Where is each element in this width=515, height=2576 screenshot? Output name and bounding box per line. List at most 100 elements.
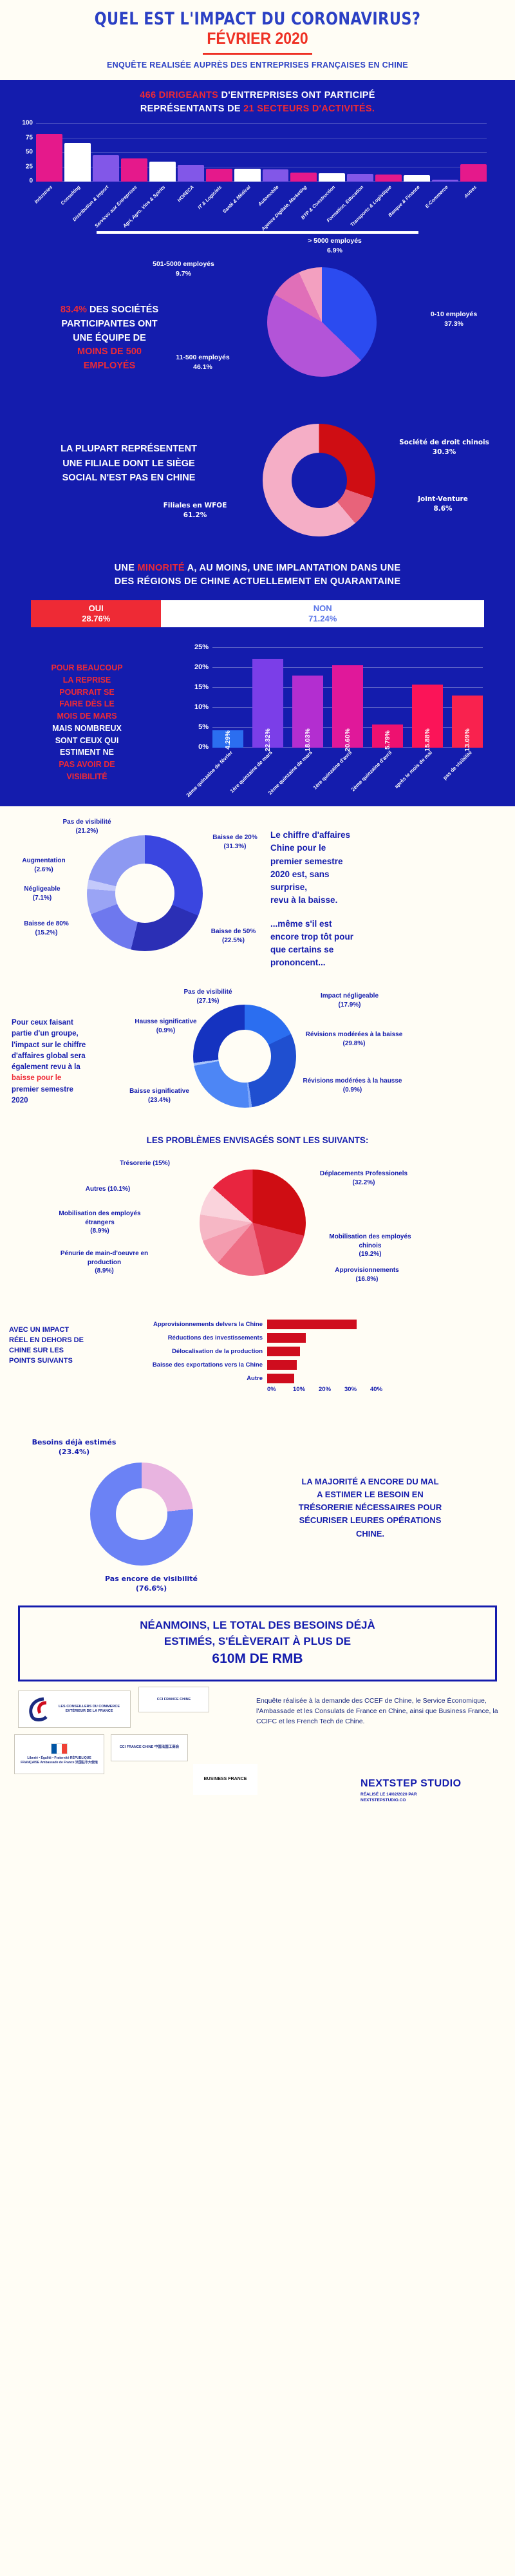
bar	[347, 174, 374, 182]
axis-tick-label: 30%	[344, 1386, 357, 1394]
reprise-bar-section: POUR BEAUCOUP LA REPRISE POURRAIT SE FAI…	[0, 636, 515, 799]
ca-label-baisse-20: Baisse de 20% (31.3%)	[212, 834, 258, 850]
besoins-label-pas-visibilite: Pas encore de visibilité (76.6%)	[105, 1575, 198, 1593]
bar	[292, 676, 323, 748]
problems-pie-section: Trésorerie (15%) Déplacements Profession…	[0, 1145, 515, 1306]
bar	[149, 161, 176, 182]
axis-tick-label: 0	[29, 177, 33, 185]
structure-label-chinois: Société de droit chinois 30.3%	[399, 439, 489, 456]
bar-track	[267, 1318, 386, 1331]
ca-label-pas-visibilite: Pas de visibilité (21.2%)	[62, 819, 111, 835]
participation-line1-rest: D'ENTREPRISES ONT PARTICIPÉ	[218, 90, 375, 100]
structure-donut-chart	[263, 424, 375, 537]
axis-tick-label: 5%	[198, 723, 209, 732]
pie-label-over-5000: > 5000 employés 6.9%	[308, 237, 362, 254]
bar	[120, 158, 147, 182]
reprise-statement: POUR BEAUCOUP LA REPRISE POURRAIT SE FAI…	[51, 663, 123, 781]
footer: LES CONSEILLERS DU COMMERCE EXTÉRIEUR DE…	[0, 1681, 515, 1817]
studio-sub: RÉALISÉ LE 14/02/2020 PAR NEXTSTEPSTUDIO…	[360, 1792, 417, 1803]
bar-track	[267, 1358, 386, 1372]
bar-value-label: 5.79%	[384, 730, 391, 750]
logo-ccef: LES CONSEILLERS DU COMMERCE EXTÉRIEUR DE…	[18, 1690, 131, 1728]
impact-bar-axis: 0% 10% 20% 30% 40%	[267, 1386, 396, 1393]
ca-chine-statement: Le chiffre d'affaires Chine pour le prem…	[270, 830, 353, 968]
prob-label-approvisionnements: Approvisionnements (16.8%)	[335, 1267, 399, 1283]
quarantine-heading: UNE MINORITÉ A, AU MOINS, UNE IMPLANTATI…	[114, 563, 401, 587]
bar	[290, 172, 317, 182]
axis-label-slot: Banque & Finance	[387, 183, 430, 218]
axis-tick-label: 50	[25, 148, 33, 156]
bar-row: Autre	[119, 1372, 505, 1385]
bar	[452, 695, 483, 748]
axis-tick-label: 15%	[194, 683, 209, 692]
grp-label-revisions-baisse: Révisions modérées à la baisse (29.8%)	[305, 1031, 403, 1047]
bar-row: Délocalisation de la production	[119, 1345, 505, 1358]
bar-row-label: Réductions des investissements	[167, 1334, 263, 1342]
axis-label-slot: 1ère quinzaine de mars	[229, 750, 283, 794]
ccef-icon	[28, 1697, 48, 1721]
axis-tick-label: 20%	[319, 1386, 332, 1394]
grp-label-impact-negligeable: Impact négligeable (17.9%)	[320, 992, 379, 1009]
ca-chine-donut-chart	[87, 835, 203, 952]
bar-column: 15.88%	[412, 648, 443, 752]
axis-tick-label: 10%	[293, 1386, 306, 1394]
french-flag-icon	[51, 1743, 68, 1755]
axis-label-slot: HORECA	[176, 183, 204, 203]
bar	[375, 175, 402, 182]
axis-label-slot: IT & Logiciels	[197, 183, 232, 211]
prob-label-employes-etrangers: Mobilisation des employés étrangers (8.9%…	[59, 1210, 141, 1235]
bar-column: 18.03%	[292, 648, 323, 752]
employees-pie-section: > 5000 employés 6.9% 501-5000 employés 9.7…	[0, 234, 515, 411]
bar-track	[267, 1331, 386, 1345]
header-divider	[203, 53, 312, 55]
axis-label: 2ème quinzaine de mars	[267, 750, 314, 796]
bar-row: Baisse des exportations vers la Chine	[119, 1358, 505, 1372]
quarantine-oui: OUI 28.76%	[31, 600, 162, 628]
axis-label-slot: 2ème quinzaine d'avril	[350, 750, 403, 793]
prob-label-tresorerie: Trésorerie (15%)	[120, 1160, 170, 1168]
sector-chart-axis: 100 75 50 25 0	[22, 120, 487, 185]
page-title: QUEL EST L'IMPACT DU CORONAVIRUS?	[94, 9, 421, 29]
grp-label-baisse-significative: Baisse significative (23.4%)	[129, 1088, 189, 1104]
bar	[234, 169, 261, 182]
structure-label-jv: Joint-Venture 8.6%	[418, 495, 468, 513]
besoins-statement: LA MAJORITÉ A ENCORE DU MAL A ESTIMER LE…	[298, 1477, 442, 1539]
bar	[267, 1333, 306, 1343]
axis-label: Autres	[462, 184, 478, 200]
bar-value-label: 20.60%	[344, 728, 351, 752]
axis-tick-label: 25%	[194, 643, 209, 652]
bar	[412, 684, 443, 748]
sector-bar-chart: 100 75 50 25 0 Industries Consulting Distribut…	[0, 120, 515, 232]
axis-label-slot: Santé & Médical	[221, 183, 261, 214]
bar	[319, 173, 346, 182]
quarantine-non: NON 71.24%	[161, 600, 484, 628]
reprise-chart-plot: 25% 20% 15% 10% 5% 0% 4.29% 22.32% 18.03% 20.60% 5…	[194, 643, 483, 752]
bar-column: 5.79%	[372, 648, 403, 750]
participation-line2-pre: REPRÉSENTANTS DE	[140, 104, 244, 115]
bar-column: 4.29%	[212, 648, 243, 750]
ca-groupe-statement: Pour ceux faisant partie d'un groupe, l'…	[12, 1019, 86, 1104]
bar	[267, 1374, 294, 1384]
axis-label-slot: Agri, Agro, Vins & Spirits	[122, 183, 176, 229]
besoins-label-estimes: Besoins déjà estimés (23.4%)	[32, 1438, 117, 1456]
ca-label-baisse-80: Baisse de 80% (15.2%)	[24, 920, 69, 936]
bar	[267, 1360, 297, 1370]
bar	[64, 142, 91, 182]
employees-pie-chart	[267, 267, 377, 377]
bar	[372, 724, 403, 748]
problems-pie-chart	[200, 1170, 306, 1276]
ca-label-augmentation: Augmentation (2.6%)	[22, 857, 66, 873]
grp-label-hausse-significative: Hausse significative (0.9%)	[135, 1018, 197, 1034]
footer-credits: Enquête réalisée à la demande des CCEF d…	[256, 1696, 498, 1726]
logo-cci-france-chine: CCI FRANCE CHINE 中国法国工商会	[111, 1734, 188, 1761]
bar-row-label: Délocalisation de la production	[172, 1348, 263, 1356]
axis-label-slot: pas de visibilité	[442, 750, 483, 781]
bar	[205, 169, 232, 182]
bar-group	[36, 124, 487, 182]
axis-tick-label: 100	[22, 119, 33, 127]
donut-hole	[115, 864, 174, 923]
bar-value-label: 22.32%	[264, 728, 272, 752]
final-summary-box: NÉANMOINS, LE TOTAL DES BESOINS DÉJÀ EST…	[18, 1605, 497, 1681]
axis-label-slot: Agence Digitale, Marketing	[260, 183, 317, 232]
donut-hole	[291, 452, 347, 508]
